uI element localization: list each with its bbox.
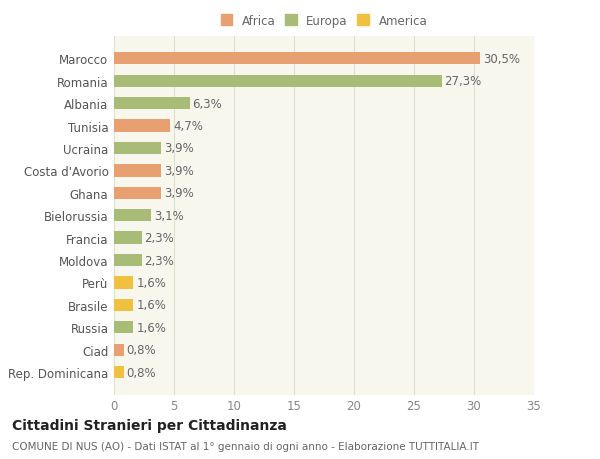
Text: 2,3%: 2,3% [145, 232, 175, 245]
Text: 4,7%: 4,7% [173, 120, 203, 133]
Bar [114, 187, 161, 200]
Text: 0,8%: 0,8% [127, 343, 156, 357]
Text: Cittadini Stranieri per Cittadinanza: Cittadini Stranieri per Cittadinanza [12, 418, 287, 431]
Bar [114, 299, 133, 311]
Bar [114, 321, 133, 334]
Legend: Africa, Europa, America: Africa, Europa, America [218, 12, 430, 30]
Bar [114, 165, 161, 177]
Text: 1,6%: 1,6% [136, 299, 166, 312]
Bar [114, 232, 142, 244]
Bar [114, 277, 133, 289]
Bar [114, 53, 480, 65]
Bar [114, 98, 190, 110]
Text: 1,6%: 1,6% [136, 276, 166, 289]
Bar [114, 210, 151, 222]
Bar [114, 366, 124, 379]
Text: 27,3%: 27,3% [445, 75, 482, 88]
Text: 1,6%: 1,6% [136, 321, 166, 334]
Bar [114, 254, 142, 267]
Bar [114, 142, 161, 155]
Text: 2,3%: 2,3% [145, 254, 175, 267]
Bar [114, 75, 442, 88]
Text: COMUNE DI NUS (AO) - Dati ISTAT al 1° gennaio di ogni anno - Elaborazione TUTTIT: COMUNE DI NUS (AO) - Dati ISTAT al 1° ge… [12, 441, 479, 451]
Text: 3,9%: 3,9% [164, 142, 194, 155]
Bar [114, 120, 170, 132]
Text: 3,9%: 3,9% [164, 187, 194, 200]
Bar [114, 344, 124, 356]
Text: 0,8%: 0,8% [127, 366, 156, 379]
Text: 30,5%: 30,5% [483, 53, 520, 66]
Text: 6,3%: 6,3% [193, 97, 223, 110]
Text: 3,1%: 3,1% [154, 209, 184, 222]
Text: 3,9%: 3,9% [164, 164, 194, 178]
